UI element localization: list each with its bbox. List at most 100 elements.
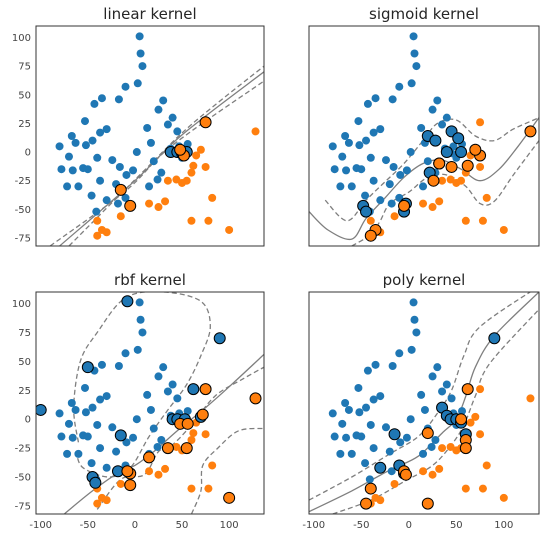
support-vector-class-a — [388, 428, 401, 441]
point-class-b — [161, 464, 170, 473]
support-vector-class-b — [364, 229, 377, 242]
point-class-a — [153, 175, 162, 184]
support-vector-class-b — [223, 491, 236, 504]
point-class-a — [371, 94, 380, 103]
point-class-a — [381, 423, 390, 432]
point-class-a — [447, 394, 456, 403]
point-class-a — [55, 409, 64, 418]
point-class-a — [395, 349, 404, 358]
point-class-a — [338, 419, 347, 428]
x-tick-label: 100 — [494, 520, 513, 531]
point-class-a — [67, 132, 76, 140]
point-class-a — [357, 165, 366, 174]
point-class-b — [154, 470, 163, 479]
point-class-b — [196, 145, 205, 154]
point-class-a — [92, 207, 101, 216]
point-class-b — [102, 496, 111, 505]
support-vector-class-b — [124, 479, 137, 492]
point-class-b — [145, 199, 154, 208]
point-class-a — [369, 128, 378, 137]
support-vector-class-a — [452, 132, 465, 145]
support-vector-class-b — [199, 116, 212, 129]
point-class-b — [93, 231, 102, 240]
y-tick-label: 0 — [25, 148, 31, 159]
point-class-a — [402, 433, 411, 442]
point-class-b — [476, 162, 485, 171]
support-vector-class-a — [36, 403, 47, 416]
point-class-a — [113, 199, 122, 208]
support-vector-class-b — [398, 199, 411, 212]
point-class-a — [108, 423, 117, 432]
point-class-a — [371, 360, 380, 369]
point-class-b — [225, 225, 234, 234]
x-tick-label: 100 — [220, 520, 239, 531]
chart-title: linear kernel — [103, 5, 196, 23]
axes-frame — [35, 25, 265, 247]
support-vector-class-b — [433, 157, 446, 170]
point-class-a — [365, 475, 374, 484]
support-vector-class-b — [459, 442, 472, 455]
point-class-a — [136, 49, 145, 58]
point-class-a — [93, 420, 102, 429]
point-class-b — [161, 197, 170, 206]
point-class-b — [187, 484, 196, 493]
axes-frame — [35, 291, 265, 515]
point-class-a — [357, 432, 366, 441]
support-vector-class-b — [181, 417, 194, 430]
point-class-b — [428, 203, 437, 212]
chart-title: rbf kernel — [114, 271, 186, 289]
point-class-a — [88, 403, 97, 412]
plot-content — [309, 292, 539, 514]
point-class-b — [189, 161, 198, 170]
point-class-b — [419, 199, 428, 208]
point-class-a — [336, 449, 345, 458]
support-vector-class-b — [124, 199, 137, 212]
point-class-a — [344, 138, 353, 147]
panel-rbf-kernel: rbf kernel -75 -50 -25 0 25 50 75 100 -100 -50 0 50 1… — [12, 271, 265, 531]
y-tick-label: -50 — [15, 473, 31, 484]
panel-sigmoid-kernel: sigmoid kernel — [308, 5, 540, 247]
point-class-a — [138, 328, 147, 337]
point-class-a — [97, 94, 106, 103]
point-class-a — [420, 405, 429, 414]
point-class-a — [336, 182, 345, 191]
point-class-b — [201, 430, 210, 439]
point-class-a — [154, 105, 163, 114]
point-class-b — [145, 467, 154, 476]
point-class-b — [428, 470, 437, 479]
support-vector-class-a — [429, 134, 442, 147]
point-class-b — [435, 197, 444, 206]
point-class-b — [390, 479, 399, 488]
point-class-a — [96, 444, 105, 453]
point-class-a — [410, 315, 419, 324]
point-class-a — [388, 362, 397, 370]
point-class-a — [363, 366, 372, 375]
point-class-a — [347, 182, 356, 191]
point-class-a — [433, 363, 442, 372]
support-vector-class-a — [89, 476, 102, 489]
point-class-a — [157, 436, 166, 444]
point-class-a — [183, 407, 192, 416]
point-class-b — [526, 394, 535, 403]
point-class-a — [135, 32, 144, 41]
point-class-a — [96, 176, 105, 185]
point-class-a — [157, 168, 166, 177]
point-class-a — [138, 62, 147, 71]
point-class-a — [341, 399, 350, 407]
point-class-a — [396, 170, 405, 179]
point-class-a — [129, 433, 138, 442]
point-class-b — [204, 484, 213, 493]
support-vector-class-b — [161, 442, 174, 455]
point-class-b — [499, 225, 508, 234]
point-class-a — [407, 345, 416, 354]
y-tick-label: 75 — [18, 328, 31, 339]
point-class-a — [387, 467, 396, 476]
point-class-a — [409, 298, 418, 307]
point-class-b — [452, 178, 461, 187]
plot-content — [309, 32, 539, 246]
y-tick-label: 0 — [25, 415, 31, 426]
point-class-a — [419, 182, 428, 191]
point-class-a — [363, 99, 372, 108]
point-class-a — [410, 49, 419, 58]
